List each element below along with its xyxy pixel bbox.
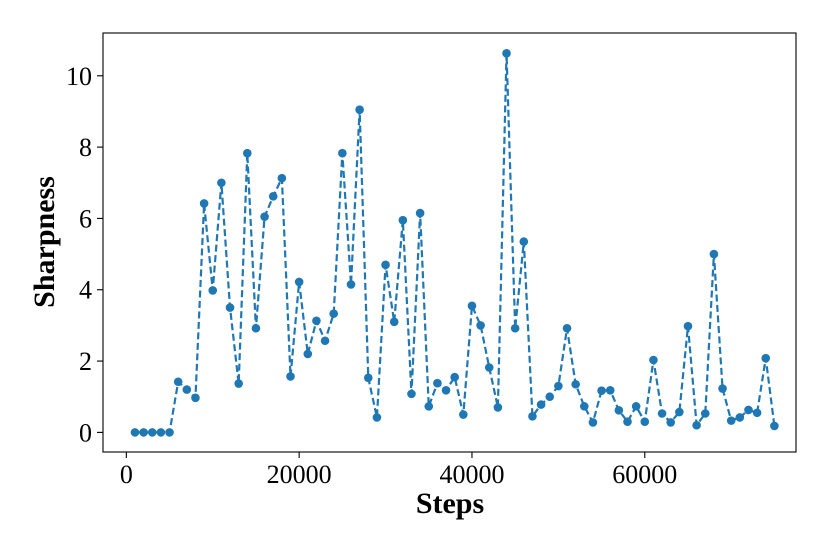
data-point <box>657 409 667 418</box>
data-point <box>415 208 425 218</box>
data-point <box>234 379 243 388</box>
x-axis-ticks: 0 20000 40000 60000 <box>120 452 677 489</box>
data-point <box>467 301 477 311</box>
data-point <box>363 373 373 383</box>
data-point <box>580 402 589 411</box>
data-point <box>735 413 745 422</box>
data-point <box>372 413 382 422</box>
data-point <box>156 428 166 437</box>
series-layer <box>130 49 779 437</box>
data-point <box>554 381 563 391</box>
data-point <box>510 323 520 333</box>
data-point <box>294 277 304 287</box>
data-point <box>173 377 183 387</box>
x-tick-label: 0 <box>120 460 133 489</box>
data-point <box>424 402 434 411</box>
data-point <box>381 260 390 270</box>
data-point <box>502 49 511 58</box>
data-point <box>389 317 399 327</box>
data-point <box>571 379 580 389</box>
data-point <box>709 249 719 259</box>
data-point <box>640 417 650 426</box>
data-point <box>338 148 347 158</box>
data-point <box>675 407 684 417</box>
axes-frame <box>102 32 797 453</box>
data-point <box>312 316 321 326</box>
data-point <box>139 428 148 437</box>
data-point <box>588 418 598 427</box>
data-point <box>346 280 356 289</box>
data-point <box>433 378 442 388</box>
data-point <box>770 421 779 431</box>
data-point <box>692 420 701 430</box>
data-point <box>536 400 546 409</box>
data-point <box>752 408 762 418</box>
data-point <box>519 237 529 246</box>
x-tick-label: 20000 <box>267 460 332 489</box>
data-point <box>165 428 174 437</box>
data-point <box>147 428 157 437</box>
data-point <box>562 323 572 333</box>
data-point <box>268 192 278 201</box>
y-axis-ticks: 0 2 4 6 8 10 <box>66 62 103 447</box>
data-point <box>683 321 693 331</box>
data-point <box>493 403 503 412</box>
x-axis-label: Steps <box>416 487 484 520</box>
data-point <box>484 363 494 372</box>
data-point <box>726 416 736 425</box>
data-point <box>441 386 451 395</box>
data-point <box>225 303 235 312</box>
data-point <box>191 393 200 403</box>
data-point <box>355 105 364 114</box>
y-tick-label: 0 <box>79 418 92 447</box>
x-tick-label: 40000 <box>439 460 504 489</box>
data-point <box>631 402 641 411</box>
data-point <box>700 409 710 418</box>
data-point <box>744 405 753 415</box>
data-point <box>398 215 408 225</box>
data-point <box>208 286 218 295</box>
data-point <box>320 336 330 346</box>
data-point <box>243 148 252 158</box>
y-tick-label: 2 <box>79 347 92 376</box>
y-tick-label: 4 <box>79 276 92 305</box>
plot-area <box>102 32 797 453</box>
data-point <box>407 389 416 399</box>
data-point <box>329 309 339 318</box>
data-point <box>718 384 727 393</box>
data-point <box>761 353 771 363</box>
data-point <box>459 410 468 419</box>
data-point <box>476 321 485 330</box>
data-point <box>217 178 226 188</box>
data-point <box>605 386 615 395</box>
data-point <box>649 355 658 365</box>
data-point <box>528 412 537 421</box>
data-point <box>623 417 632 426</box>
data-point <box>450 372 459 382</box>
y-tick-label: 10 <box>66 62 92 91</box>
data-point <box>277 173 287 183</box>
data-point <box>545 392 555 402</box>
data-point <box>614 405 624 415</box>
data-point <box>303 349 313 359</box>
y-axis-label: Sharpness <box>28 176 61 308</box>
data-point <box>199 199 209 208</box>
data-point <box>130 428 140 437</box>
y-tick-label: 8 <box>79 133 92 162</box>
data-point <box>182 385 192 394</box>
data-point <box>286 372 295 381</box>
data-point <box>597 386 606 395</box>
data-point <box>251 323 261 333</box>
data-point <box>666 418 676 427</box>
y-tick-label: 6 <box>79 204 92 233</box>
data-point <box>260 212 269 221</box>
x-tick-label: 60000 <box>612 460 677 489</box>
